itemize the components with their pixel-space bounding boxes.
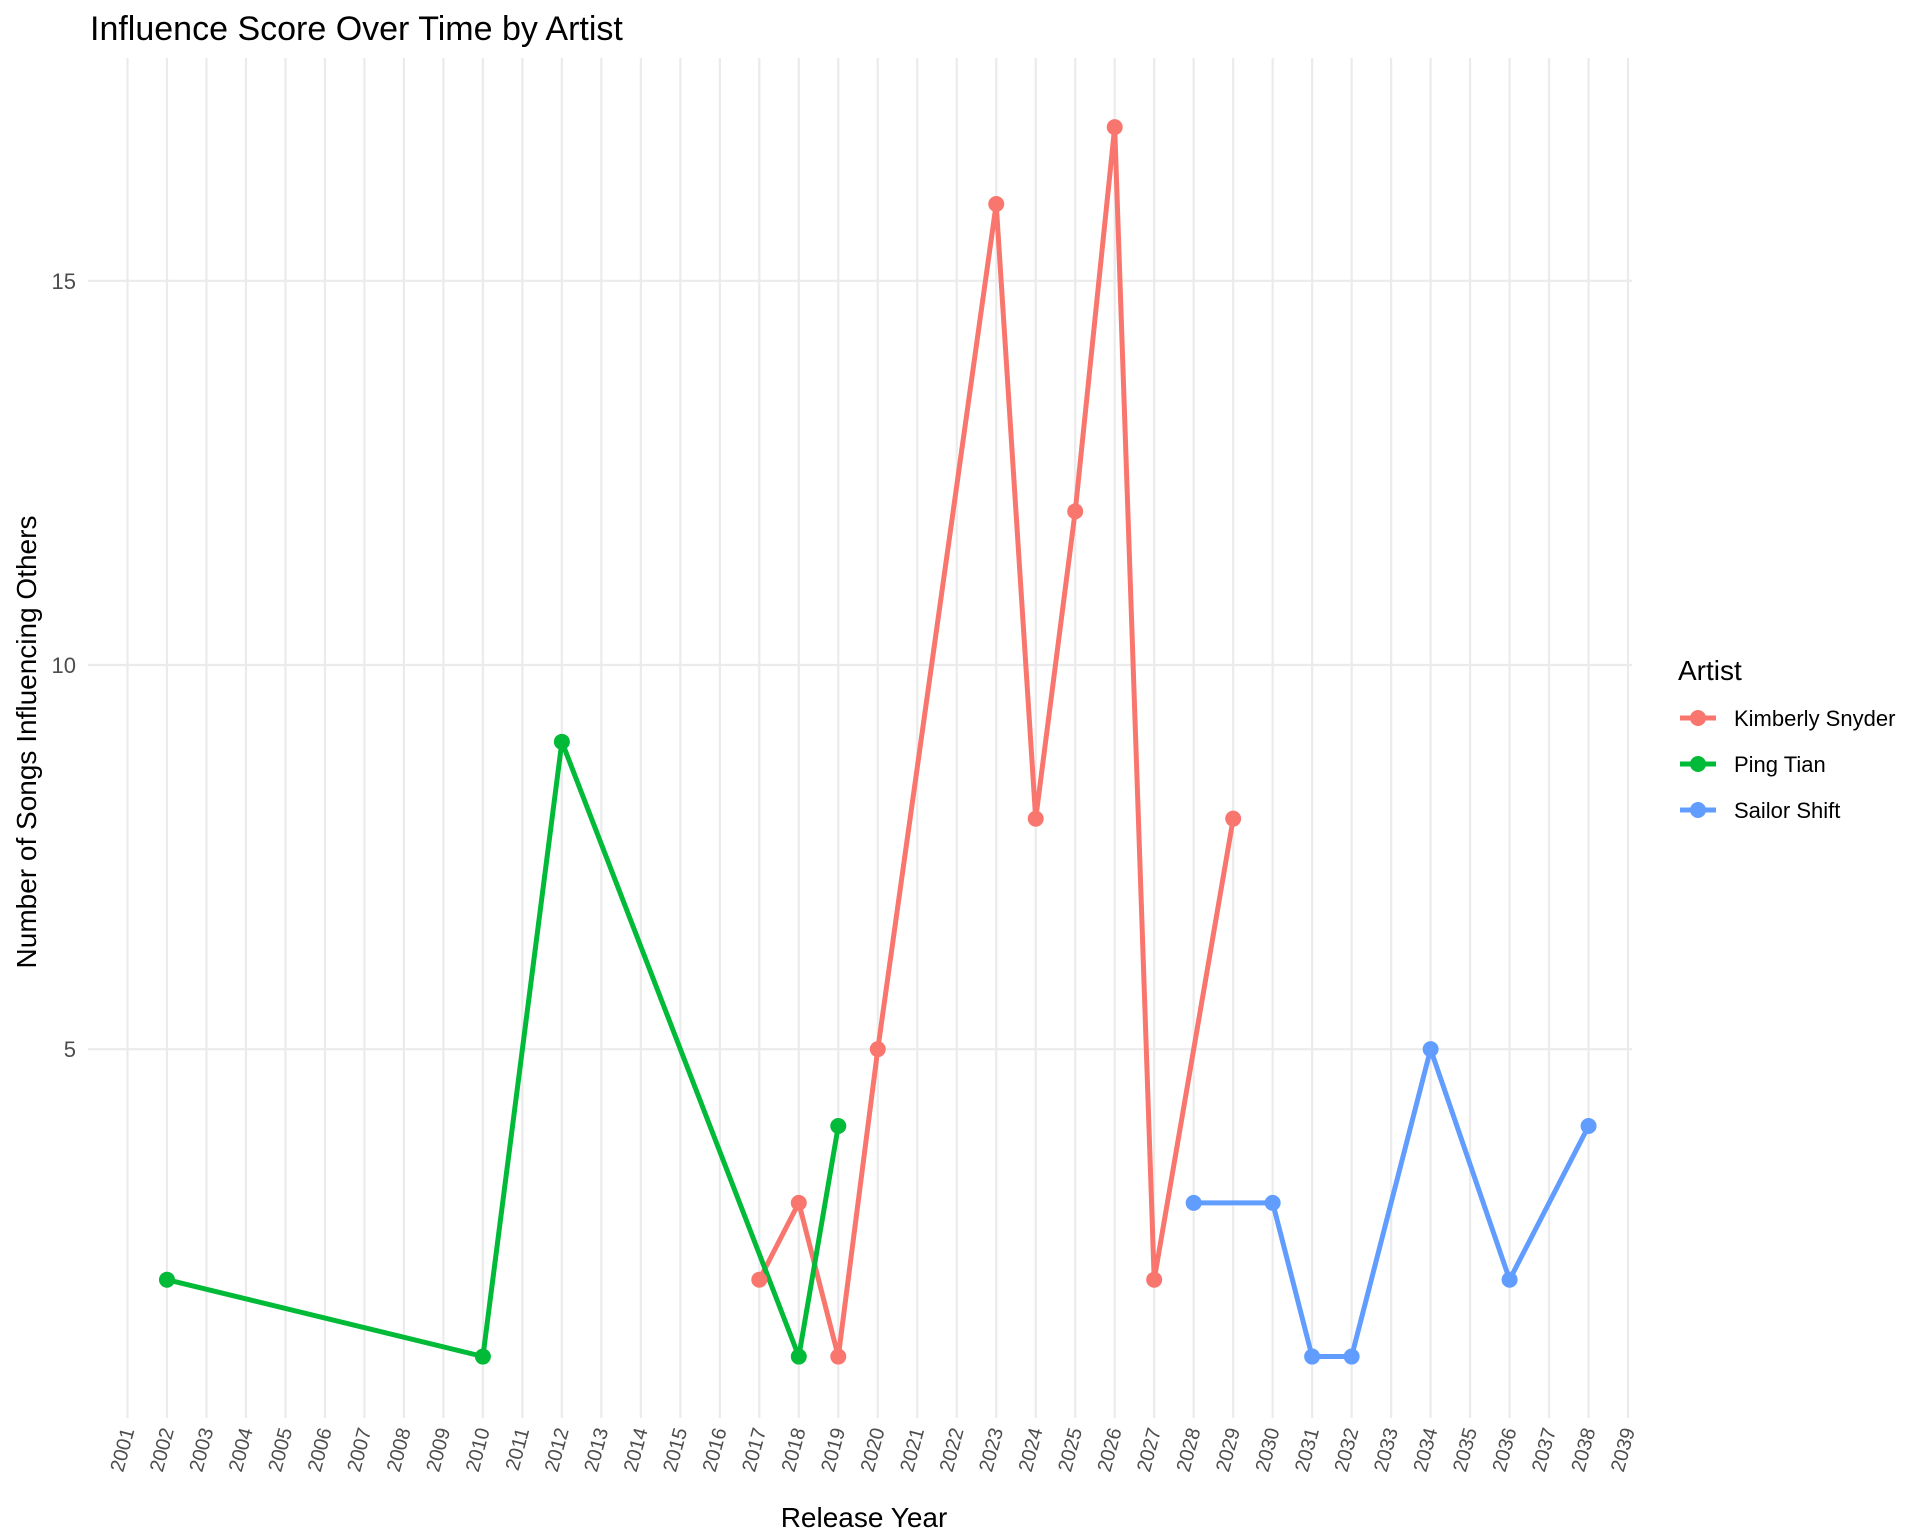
x-tick-label: 2007 — [343, 1426, 376, 1475]
data-point-kimberly-snyder — [830, 1348, 847, 1365]
x-tick-label: 2002 — [146, 1426, 179, 1475]
x-tick-label: 2021 — [896, 1426, 929, 1475]
x-tick-label: 2030 — [1252, 1426, 1285, 1475]
legend-title: Artist — [1678, 655, 1742, 686]
x-tick-label: 2009 — [422, 1426, 455, 1475]
data-point-kimberly-snyder — [1067, 503, 1084, 520]
x-tick-label: 2031 — [1291, 1426, 1324, 1475]
data-point-ping-tian — [158, 1271, 175, 1288]
x-tick-label: 2023 — [975, 1426, 1008, 1475]
data-point-kimberly-snyder — [988, 195, 1005, 212]
x-tick-label: 2025 — [1054, 1426, 1087, 1475]
legend: Artist Kimberly Snyder Ping Tian Sailor Sh… — [1678, 655, 1895, 823]
data-point-sailor-shift — [1580, 1118, 1597, 1135]
x-tick-label: 2026 — [1094, 1426, 1127, 1475]
x-tick-label: 2012 — [541, 1426, 574, 1475]
legend-key-kimberly-snyder — [1690, 710, 1706, 726]
data-point-kimberly-snyder — [790, 1194, 807, 1211]
x-tick-label: 2028 — [1173, 1426, 1206, 1475]
y-tick-label: 15 — [52, 269, 76, 294]
x-tick-label: 2010 — [462, 1426, 495, 1475]
data-point-kimberly-snyder — [1146, 1271, 1163, 1288]
data-point-sailor-shift — [1304, 1348, 1321, 1365]
x-axis-title: Release Year — [781, 1502, 948, 1533]
data-point-ping-tian — [830, 1118, 847, 1135]
data-point-kimberly-snyder — [1225, 810, 1242, 827]
x-tick-label: 2005 — [265, 1426, 298, 1475]
x-axis-ticks: 2001 2002 2003 2004 2005 2006 2007 2008 2009 2010… — [107, 1426, 1640, 1475]
x-tick-label: 2017 — [738, 1426, 771, 1475]
series-layer — [158, 119, 1597, 1365]
x-tick-label: 2006 — [304, 1426, 337, 1475]
series-line-kimberly-snyder — [757, 124, 1236, 1359]
y-axis-ticks: 5 10 15 — [52, 269, 76, 1062]
x-tick-label: 2038 — [1568, 1426, 1601, 1475]
x-tick-label: 2016 — [699, 1426, 732, 1475]
data-point-ping-tian — [474, 1348, 491, 1365]
legend-label-sailor-shift: Sailor Shift — [1734, 798, 1840, 823]
x-tick-label: 2037 — [1528, 1426, 1561, 1475]
y-axis-title: Number of Songs Influencing Others — [11, 516, 42, 969]
x-tick-label: 2019 — [817, 1426, 850, 1475]
data-point-kimberly-snyder — [751, 1271, 768, 1288]
x-tick-label: 2024 — [1015, 1426, 1048, 1475]
x-tick-label: 2036 — [1489, 1426, 1522, 1475]
data-point-ping-tian — [553, 733, 570, 750]
data-point-ping-tian — [790, 1348, 807, 1365]
x-tick-label: 2035 — [1449, 1426, 1482, 1475]
x-tick-label: 2004 — [225, 1426, 258, 1475]
x-tick-label: 2027 — [1133, 1426, 1166, 1475]
x-tick-label: 2034 — [1410, 1426, 1443, 1475]
x-tick-label: 2008 — [383, 1426, 416, 1475]
data-point-sailor-shift — [1264, 1194, 1281, 1211]
x-tick-label: 2018 — [778, 1426, 811, 1475]
x-tick-label: 2014 — [620, 1426, 653, 1475]
x-tick-label: 2022 — [936, 1426, 969, 1475]
legend-key-sailor-shift — [1690, 802, 1706, 818]
data-point-sailor-shift — [1343, 1348, 1360, 1365]
x-tick-label: 2003 — [186, 1426, 219, 1475]
data-point-sailor-shift — [1185, 1194, 1202, 1211]
x-tick-label: 2011 — [502, 1426, 534, 1473]
x-tick-label: 2029 — [1212, 1426, 1245, 1475]
y-tick-label: 5 — [64, 1037, 76, 1062]
x-tick-label: 2032 — [1331, 1426, 1364, 1475]
data-point-kimberly-snyder — [869, 1041, 886, 1058]
x-tick-label: 2001 — [107, 1426, 140, 1475]
x-tick-label: 2013 — [580, 1426, 613, 1475]
chart-title: Influence Score Over Time by Artist — [90, 10, 623, 48]
legend-label-kimberly-snyder: Kimberly Snyder — [1734, 706, 1895, 731]
data-point-sailor-shift — [1501, 1271, 1518, 1288]
data-point-kimberly-snyder — [1027, 810, 1044, 827]
data-point-kimberly-snyder — [1106, 119, 1123, 136]
data-point-sailor-shift — [1422, 1041, 1439, 1058]
legend-key-ping-tian — [1690, 756, 1706, 772]
x-tick-label: 2020 — [857, 1426, 890, 1475]
x-tick-label: 2033 — [1370, 1426, 1403, 1475]
x-tick-label: 2015 — [659, 1426, 692, 1475]
y-tick-label: 10 — [52, 653, 76, 678]
x-tick-label: 2039 — [1607, 1426, 1640, 1475]
legend-label-ping-tian: Ping Tian — [1734, 752, 1826, 777]
grid — [88, 58, 1632, 1418]
